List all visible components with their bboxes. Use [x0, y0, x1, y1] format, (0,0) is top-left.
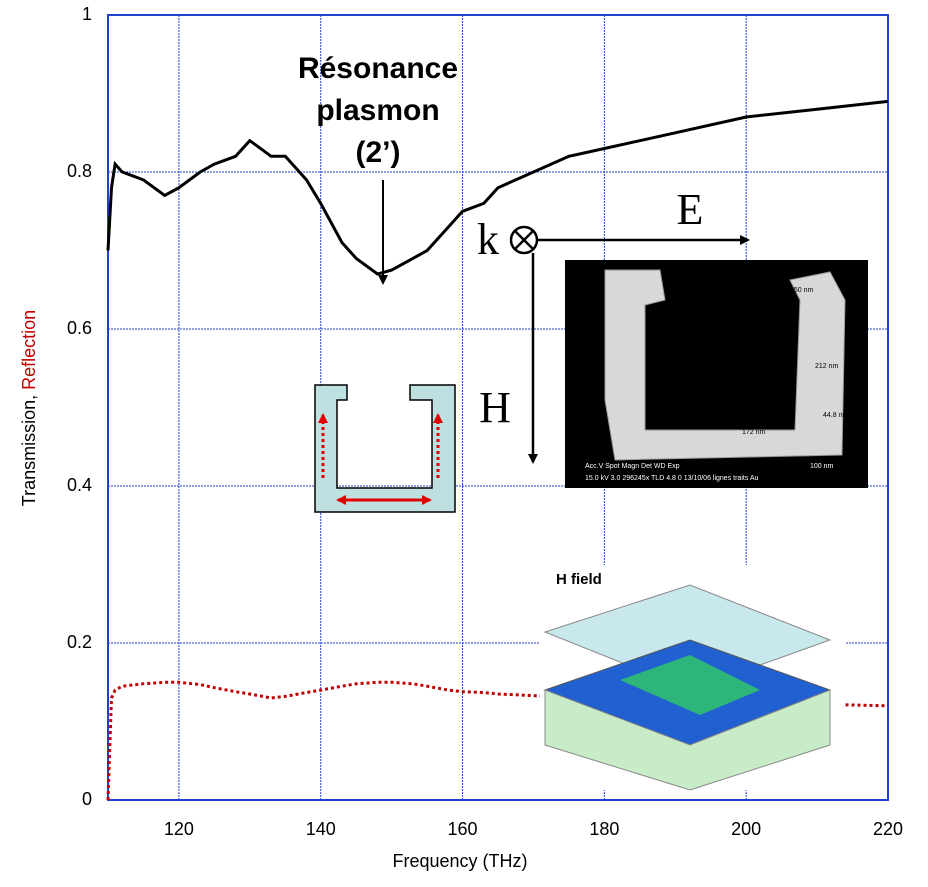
sem-structure: [604, 269, 846, 461]
x-tick-label: 220: [873, 819, 903, 839]
sem-label: 46.5 nm: [660, 387, 685, 394]
k-cross: [514, 230, 534, 250]
x-tick-label: 200: [731, 819, 761, 839]
x-tick-label: 120: [164, 819, 194, 839]
k-label: k: [477, 215, 499, 264]
y-tick-label: 0.2: [67, 632, 92, 652]
annotation: (2’): [356, 136, 401, 169]
inset-field: [620, 655, 760, 715]
sem-label: 15.0 kV 3.0 296245x TLD 4.8 0 13/10/06 l…: [585, 475, 759, 482]
plot-frame: [107, 14, 889, 801]
e-label: E: [677, 185, 704, 234]
sem-label: 44.8 nm: [823, 412, 848, 419]
inset-bottom: [544, 689, 831, 791]
x-axis-label: Frequency (THz): [392, 851, 527, 871]
y-tick-label: 0.4: [67, 475, 92, 495]
annotation: plasmon: [316, 94, 439, 127]
sem-label: 212 nm: [815, 363, 839, 370]
inset-title: H field: [556, 571, 602, 588]
resonator: [314, 384, 456, 513]
y-label-reflection: Reflection: [19, 310, 39, 390]
y-label-transmission: Transmission,: [19, 395, 39, 506]
y-tick-label: 0: [82, 789, 92, 809]
series-line: [106, 99, 889, 276]
sem-label: 150 nm: [790, 287, 814, 294]
sem-label: 100 nm: [810, 463, 834, 470]
x-tick-label: 160: [448, 819, 478, 839]
series-line: [106, 680, 889, 801]
y-tick-label: 0.6: [67, 318, 92, 338]
sem-label: 172 nm: [742, 429, 766, 436]
x-tick-label: 140: [306, 819, 336, 839]
y-tick-label: 0.8: [67, 161, 92, 181]
y-tick-label: 1: [82, 4, 92, 24]
y-axis-label: Transmission, Reflection: [19, 310, 39, 506]
sem-label: Acc.V Spot Magn Det WD Exp: [585, 463, 680, 470]
annotation: Résonance: [298, 52, 458, 85]
h-label: H: [479, 383, 511, 432]
x-tick-label: 180: [589, 819, 619, 839]
